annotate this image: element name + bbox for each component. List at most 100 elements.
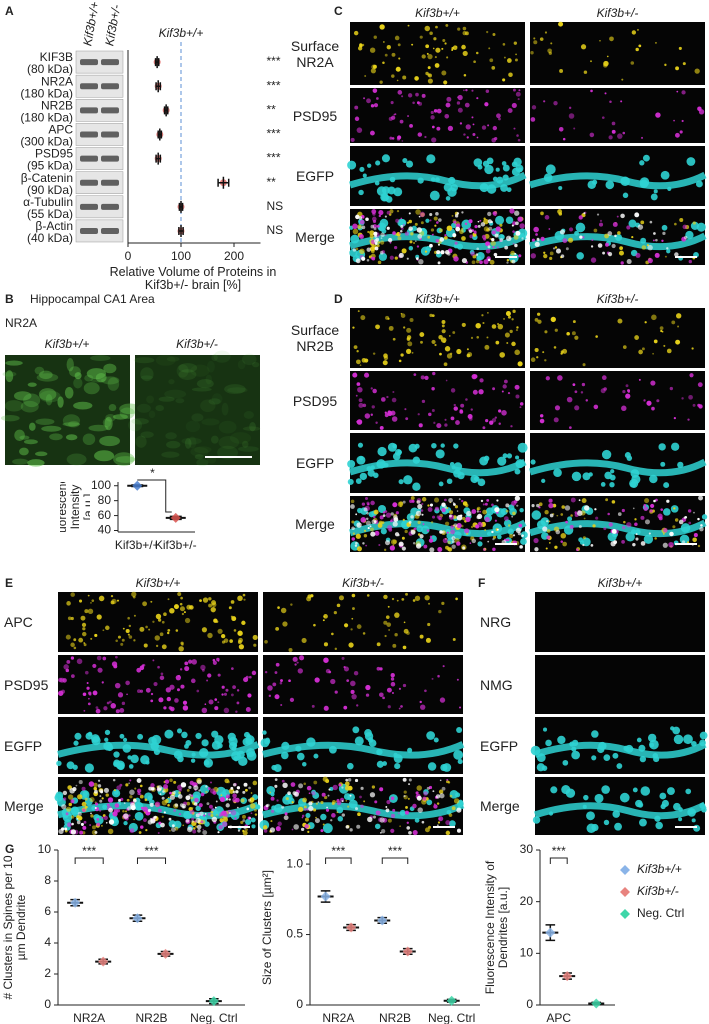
puncta (503, 379, 508, 384)
puncta (96, 655, 102, 661)
stain (249, 422, 256, 432)
puncta (682, 224, 688, 230)
puncta (343, 666, 346, 669)
puncta (242, 790, 246, 794)
puncta (675, 132, 680, 138)
spine (594, 793, 604, 803)
puncta (364, 372, 370, 378)
puncta (430, 115, 435, 120)
puncta (152, 659, 155, 662)
puncta (376, 224, 380, 228)
stain (115, 456, 136, 463)
puncta (82, 692, 87, 697)
puncta (157, 808, 162, 813)
puncta (372, 515, 376, 519)
puncta (397, 812, 400, 815)
puncta (449, 794, 453, 798)
puncta (383, 620, 388, 625)
puncta (617, 133, 623, 139)
puncta (352, 326, 355, 329)
puncta (331, 813, 336, 818)
puncta (250, 792, 253, 794)
stain (5, 370, 14, 383)
puncta (107, 797, 114, 803)
spine (683, 734, 693, 745)
puncta (96, 818, 100, 821)
spine (639, 755, 647, 763)
puncta (372, 212, 376, 216)
spine (389, 176, 396, 183)
puncta (193, 802, 198, 806)
puncta (370, 531, 376, 537)
puncta (453, 220, 457, 224)
puncta (386, 687, 392, 693)
row-label: Merge (4, 798, 44, 814)
puncta (631, 30, 637, 35)
spine (450, 183, 458, 192)
puncta (400, 217, 403, 220)
protein-size: (300 kDa) (20, 135, 73, 149)
row-label: Merge (295, 229, 335, 245)
puncta (108, 700, 112, 704)
puncta (387, 237, 393, 243)
puncta (384, 234, 387, 237)
spine (660, 170, 670, 180)
puncta (221, 693, 224, 696)
puncta (173, 780, 177, 784)
puncta (395, 218, 400, 223)
puncta (95, 708, 101, 714)
puncta (369, 234, 374, 239)
spine (536, 753, 546, 763)
spine (536, 763, 545, 772)
puncta (84, 797, 88, 801)
spine (685, 230, 694, 240)
puncta (181, 612, 185, 616)
puncta (167, 803, 170, 807)
puncta (370, 527, 374, 532)
puncta (464, 528, 470, 534)
puncta (427, 235, 431, 239)
puncta (698, 109, 705, 115)
puncta (502, 78, 506, 82)
spine (425, 218, 430, 223)
puncta (454, 241, 458, 245)
puncta (423, 544, 428, 549)
stain (107, 377, 120, 391)
spine (505, 216, 514, 224)
puncta (415, 209, 421, 215)
x-tick-label: Neg. Ctrl (428, 1011, 475, 1024)
puncta (372, 64, 377, 69)
puncta (82, 631, 87, 637)
spine (380, 528, 387, 535)
stain (38, 388, 57, 401)
puncta (428, 538, 434, 543)
blot-band (80, 59, 98, 66)
stain (99, 435, 121, 447)
puncta (214, 698, 218, 701)
spine (306, 737, 316, 747)
spine (649, 739, 659, 750)
puncta (330, 678, 336, 685)
puncta (679, 130, 683, 134)
puncta (387, 525, 393, 531)
puncta (476, 510, 479, 513)
puncta (499, 223, 503, 227)
puncta (164, 799, 169, 804)
puncta (202, 597, 209, 603)
spine (640, 786, 651, 796)
puncta (593, 404, 599, 410)
spine (553, 468, 562, 478)
puncta (145, 625, 148, 629)
puncta (237, 595, 243, 602)
puncta (361, 358, 367, 363)
stain (238, 446, 259, 452)
row-label: EGFP (295, 455, 335, 471)
spine (185, 739, 192, 746)
puncta (159, 675, 165, 681)
puncta (662, 532, 665, 535)
spine (449, 462, 455, 467)
puncta (439, 697, 446, 703)
stain (90, 378, 106, 383)
puncta (456, 828, 462, 833)
puncta (158, 697, 164, 703)
